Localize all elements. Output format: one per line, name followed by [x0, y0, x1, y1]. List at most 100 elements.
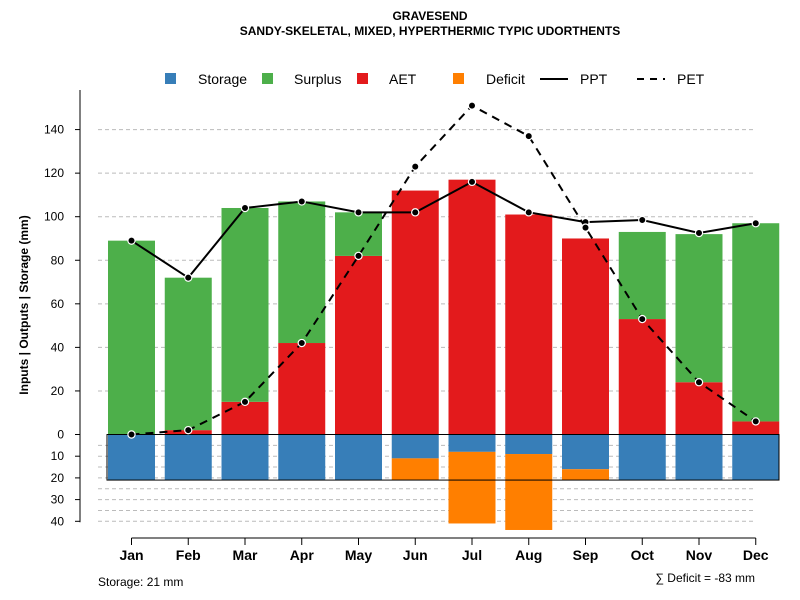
point-ppt	[467, 177, 477, 187]
bar-storage	[675, 434, 723, 481]
point-pet	[524, 131, 533, 141]
bar-aet	[335, 255, 382, 435]
bar-aet	[221, 401, 269, 435]
footer-deficit: ∑ Deficit = -83 mm	[655, 571, 755, 585]
bar-aet	[562, 238, 609, 435]
y-tick-label: 60	[51, 297, 65, 311]
bar-surplus	[108, 240, 155, 435]
bar-storage	[562, 434, 609, 470]
x-tick-label: May	[345, 547, 372, 563]
legend-label: AET	[389, 71, 417, 87]
y-tick-label: 40	[51, 340, 65, 354]
point-ppt	[297, 197, 306, 206]
legend-swatch	[165, 73, 176, 84]
bar-surplus	[221, 207, 269, 402]
bar-storage	[391, 434, 439, 459]
point-ppt	[694, 228, 704, 238]
point-pet	[694, 378, 704, 387]
bar-surplus	[618, 231, 666, 320]
axes: 0 20 40 60 80 100 120 140 10 20 30 40 Jan Feb Mar Apr Ma…	[44, 90, 769, 563]
bar-aet	[391, 190, 439, 435]
x-tick-label: Jan	[119, 547, 143, 563]
lines	[127, 101, 760, 439]
bars	[106, 179, 780, 530]
point-ppt	[127, 236, 136, 245]
storage-capacity-box	[106, 434, 780, 481]
x-tick-label: Aug	[515, 547, 542, 563]
bar-storage	[448, 434, 496, 452]
bar-storage	[618, 434, 666, 481]
y-tick-label: 80	[51, 253, 65, 267]
point-ppt	[524, 208, 533, 217]
line-pet	[131, 104, 757, 436]
chart-title: GRAVESEND	[392, 9, 467, 23]
bar-aet	[448, 179, 496, 435]
legend-label: Surplus	[294, 71, 341, 87]
point-ppt	[638, 215, 647, 225]
x-tick-label: Oct	[631, 547, 655, 563]
point-pet	[127, 430, 136, 439]
y-tick-label: 30	[51, 493, 65, 507]
bar-storage	[221, 434, 269, 481]
y-tick-label: 40	[51, 514, 65, 528]
point-pet	[751, 417, 760, 426]
bar-storage	[278, 434, 326, 481]
legend: Storage Surplus AET Deficit PPT PET	[165, 71, 705, 87]
bar-deficit	[505, 454, 553, 530]
x-tick-label: Jul	[462, 547, 482, 563]
legend-label: Deficit	[486, 71, 525, 87]
point-ppt	[184, 273, 193, 282]
y-tick-label: 10	[51, 449, 65, 463]
x-tick-label: Nov	[686, 547, 713, 563]
y-axis-label: Inputs | Outputs | Storage (mm)	[17, 215, 31, 394]
legend-label: PPT	[580, 71, 608, 87]
y-tick-label: 120	[44, 166, 64, 180]
bar-aet	[675, 382, 723, 435]
bar-aet	[505, 214, 553, 435]
bar-surplus	[732, 223, 780, 422]
point-pet	[184, 425, 193, 435]
legend-item-storage: Storage	[165, 71, 247, 87]
y-tick-label: 140	[44, 123, 64, 137]
point-pet	[638, 314, 647, 324]
point-pet	[411, 162, 420, 171]
bar-surplus	[675, 234, 723, 383]
y-tick-label: 0	[57, 428, 64, 442]
legend-item-surplus: Surplus	[262, 71, 341, 87]
bar-aet	[618, 319, 666, 435]
legend-swatch	[453, 73, 464, 84]
point-pet	[297, 338, 306, 348]
chart-subtitle: SANDY-SKELETAL, MIXED, HYPERTHERMIC TYPI…	[240, 24, 620, 38]
bar-surplus	[335, 212, 382, 256]
bar-deficit	[448, 451, 496, 524]
point-ppt	[354, 208, 363, 217]
point-pet	[467, 101, 477, 110]
x-tick-label: Dec	[743, 547, 769, 563]
bar-storage	[335, 434, 382, 481]
x-tick-label: Sep	[573, 547, 599, 563]
y-tick-label: 20	[51, 471, 65, 485]
bar-storage	[732, 434, 780, 481]
point-pet	[354, 251, 363, 261]
bar-aet	[732, 421, 780, 435]
x-tick-label: Jun	[403, 547, 428, 563]
x-tick-label: Apr	[290, 547, 315, 563]
x-tick-label: Mar	[233, 547, 258, 563]
legend-item-deficit: Deficit	[453, 71, 525, 87]
legend-label: Storage	[198, 71, 247, 87]
legend-item-pet: PET	[637, 71, 705, 87]
x-tick-label: Feb	[176, 547, 201, 563]
bar-storage	[164, 434, 212, 481]
footer-storage: Storage: 21 mm	[98, 575, 183, 589]
point-ppt	[240, 203, 250, 213]
legend-swatch	[357, 73, 368, 84]
bar-storage	[505, 434, 553, 455]
bar-aet	[278, 343, 326, 435]
y-tick-label: 20	[51, 384, 65, 398]
point-pet	[581, 223, 590, 232]
legend-item-aet: AET	[357, 71, 417, 87]
line-ppt	[130, 180, 756, 280]
bar-deficit	[391, 458, 439, 481]
legend-swatch	[262, 73, 273, 84]
